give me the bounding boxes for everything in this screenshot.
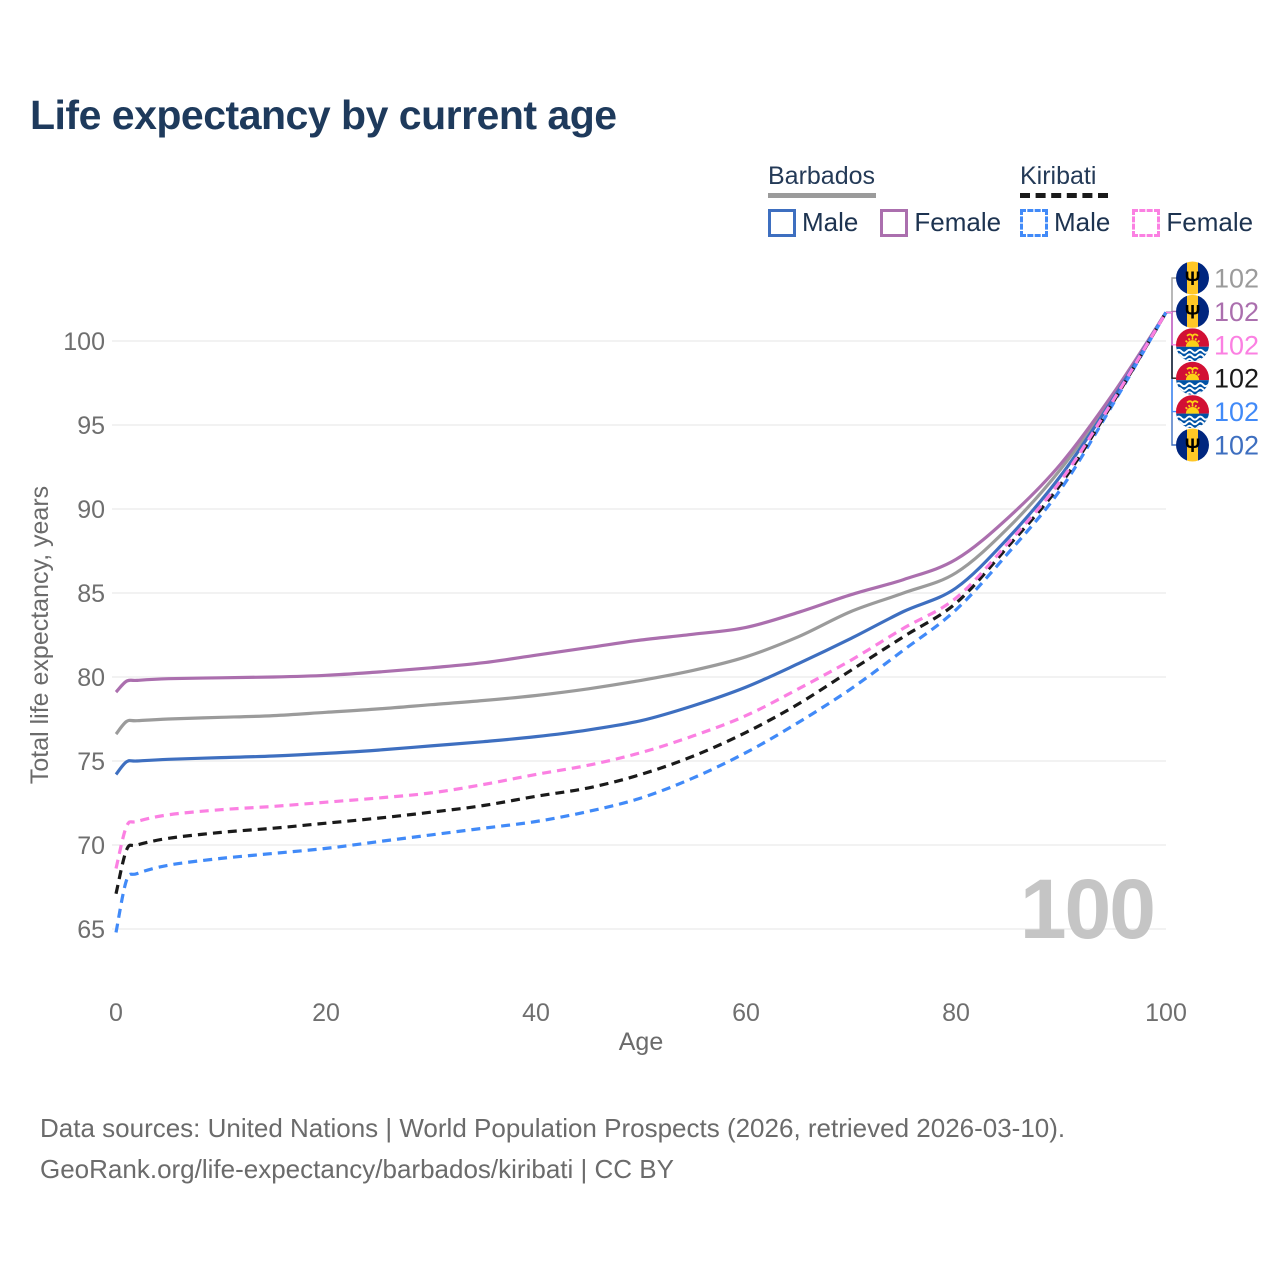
end-label-connector: [1166, 277, 1176, 314]
barbados-female-swatch-icon[interactable]: [880, 208, 909, 237]
flag-icon-kiribati: [1176, 328, 1209, 362]
footer-attribution: GeoRank.org/life-expectancy/barbados/kir…: [40, 1154, 674, 1184]
end-value-label-kiribati-all: 102: [1214, 364, 1259, 394]
footer-data-sources: Data sources: United Nations | World Pop…: [40, 1113, 1066, 1143]
barbados-male-swatch-icon[interactable]: [768, 208, 796, 237]
svg-text:Ψ: Ψ: [1185, 269, 1200, 290]
legend-group-kiribati: Kiribati Male Female: [1020, 163, 1275, 238]
x-tick-60: 60: [732, 999, 760, 1027]
end-value-label-kiribati-male: 102: [1214, 397, 1259, 427]
y-tick-65: 65: [77, 916, 105, 944]
y-tick-90: 90: [77, 496, 105, 524]
legend-barbados-male-label[interactable]: Male: [802, 207, 859, 237]
barbados-line-swatch-icon: [768, 193, 876, 198]
svg-text:Ψ: Ψ: [1185, 436, 1200, 457]
svg-text:Ψ: Ψ: [1185, 302, 1200, 323]
series-line-barbados-all[interactable]: [114, 311, 1168, 736]
series-line-kiribati-all[interactable]: [114, 311, 1168, 895]
y-tick-95: 95: [77, 412, 105, 440]
legend-kiribati-title[interactable]: Kiribati: [1020, 162, 1097, 190]
series-line-barbados-male[interactable]: [114, 311, 1168, 776]
legend-barbados-title[interactable]: Barbados: [768, 162, 876, 190]
x-tick-20: 20: [312, 999, 340, 1027]
end-value-label-barbados-all: 102: [1214, 264, 1259, 294]
x-tick-100: 100: [1145, 999, 1187, 1027]
x-tick-80: 80: [942, 999, 970, 1027]
page-title: Life expectancy by current age: [30, 92, 617, 138]
kiribati-male-swatch-icon[interactable]: [1020, 208, 1048, 237]
end-value-label-barbados-male: 102: [1214, 431, 1259, 461]
kiribati-line-swatch-icon: [1020, 193, 1108, 198]
y-tick-70: 70: [77, 832, 105, 860]
legend-barbados-female-label[interactable]: Female: [914, 207, 1002, 237]
legend-kiribati-female-label[interactable]: Female: [1166, 207, 1254, 237]
kiribati-female-swatch-icon[interactable]: [1132, 208, 1161, 237]
legend-kiribati-male-label[interactable]: Male: [1054, 207, 1111, 237]
chart-legend: Barbados Male Female Kiribati Male Femal…: [0, 163, 1280, 243]
end-label-connector: [1166, 311, 1176, 413]
end-value-label-barbados-female: 102: [1214, 297, 1259, 327]
legend-group-barbados: Barbados Male Female: [768, 163, 1023, 238]
age-counter-watermark: 100: [1019, 862, 1156, 956]
series-line-kiribati-male[interactable]: [114, 311, 1168, 933]
end-label-connector: [1166, 311, 1176, 346]
x-axis-title: Age: [619, 1028, 663, 1056]
flag-icon-kiribati: [1176, 361, 1209, 395]
flag-icon-barbados: Ψ: [1176, 261, 1209, 295]
series-line-kiribati-female[interactable]: [114, 311, 1168, 869]
end-value-label-kiribati-female: 102: [1214, 330, 1259, 360]
flag-icon-barbados: Ψ: [1176, 294, 1209, 328]
y-tick-85: 85: [77, 580, 105, 608]
series-line-barbados-female[interactable]: [114, 311, 1168, 694]
chart-footer: Data sources: United Nations | World Pop…: [40, 1108, 1065, 1190]
flag-icon-kiribati: [1176, 395, 1209, 429]
x-tick-40: 40: [522, 999, 550, 1027]
x-tick-0: 0: [109, 999, 123, 1027]
y-axis-title: Total life expectancy, years: [26, 486, 54, 784]
y-tick-80: 80: [77, 664, 105, 692]
y-tick-75: 75: [77, 748, 105, 776]
y-tick-100: 100: [63, 328, 105, 356]
flag-icon-barbados: Ψ: [1176, 428, 1209, 462]
